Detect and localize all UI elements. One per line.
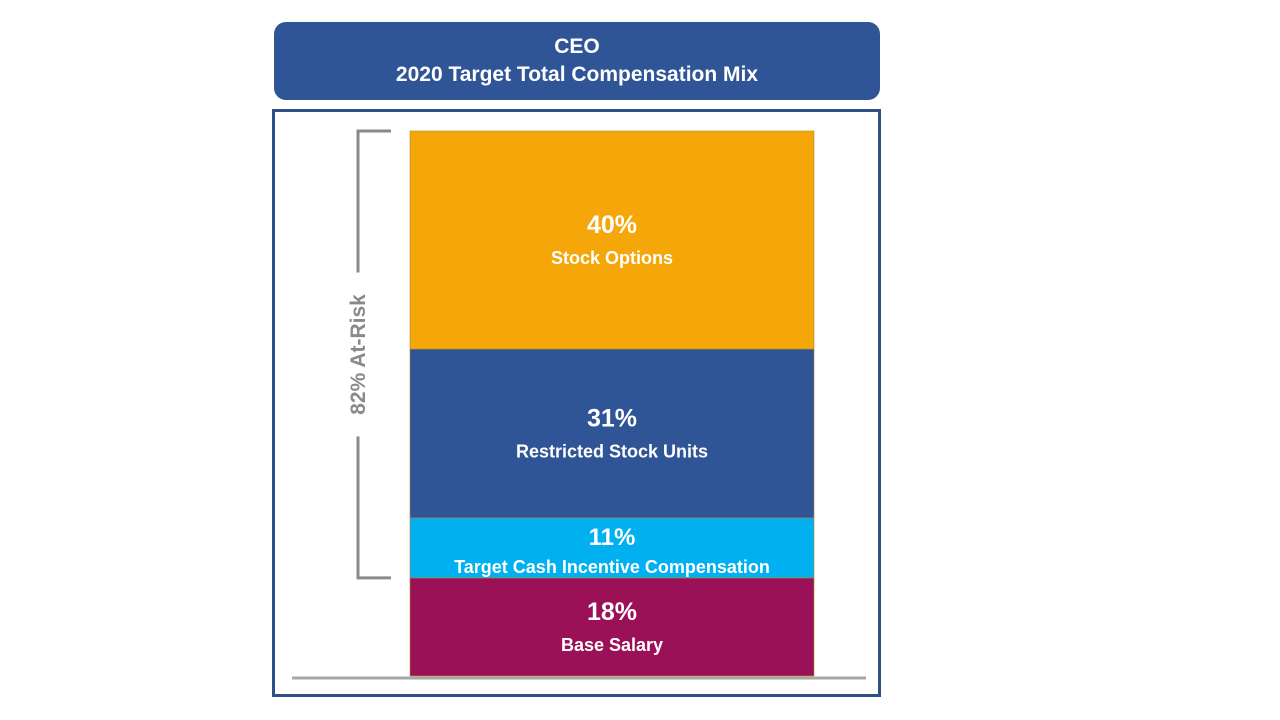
segment-percent-label: 31% (587, 404, 637, 432)
segment-percent-label: 11% (589, 524, 636, 551)
at-risk-bracket-top (356, 129, 391, 273)
segment-name-label: Stock Options (551, 248, 673, 268)
chart-title-line1: CEO (554, 35, 600, 58)
bar-segment-stock-options (409, 130, 815, 350)
chart-title-line2: 2020 Target Total Compensation Mix (395, 63, 759, 86)
segment-percent-label: 40% (587, 211, 637, 239)
bar-segment-restricted-stock-units (409, 348, 815, 519)
bar-segment-target-cash-incentive-compensation (409, 517, 815, 579)
at-risk-label: 82% At-Risk (347, 294, 370, 415)
segment-percent-label: 18% (587, 598, 637, 626)
chart-title-banner: CEO 2020 Target Total Compensation Mix (274, 22, 880, 100)
segment-name-label: Base Salary (561, 635, 663, 655)
segment-name-label: Restricted Stock Units (516, 441, 708, 461)
segment-name-label: Target Cash Incentive Compensation (454, 557, 770, 577)
bar-segment-base-salary (409, 577, 815, 677)
at-risk-bracket-bottom (356, 436, 391, 580)
